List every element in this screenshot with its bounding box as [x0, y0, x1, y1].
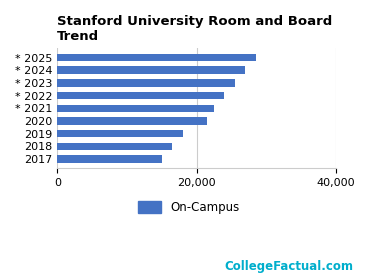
Bar: [57, 105, 214, 112]
Bar: [57, 117, 207, 125]
Bar: [57, 92, 224, 100]
Bar: [57, 66, 245, 74]
Legend: On-Campus: On-Campus: [133, 196, 245, 218]
Bar: [57, 155, 162, 163]
Text: Stanford University Room and Board
Trend: Stanford University Room and Board Trend: [57, 15, 333, 43]
Bar: [57, 79, 235, 87]
Bar: [57, 143, 172, 150]
Bar: [57, 54, 256, 61]
Text: CollegeFactual.com: CollegeFactual.com: [224, 260, 353, 273]
Bar: [57, 130, 183, 138]
